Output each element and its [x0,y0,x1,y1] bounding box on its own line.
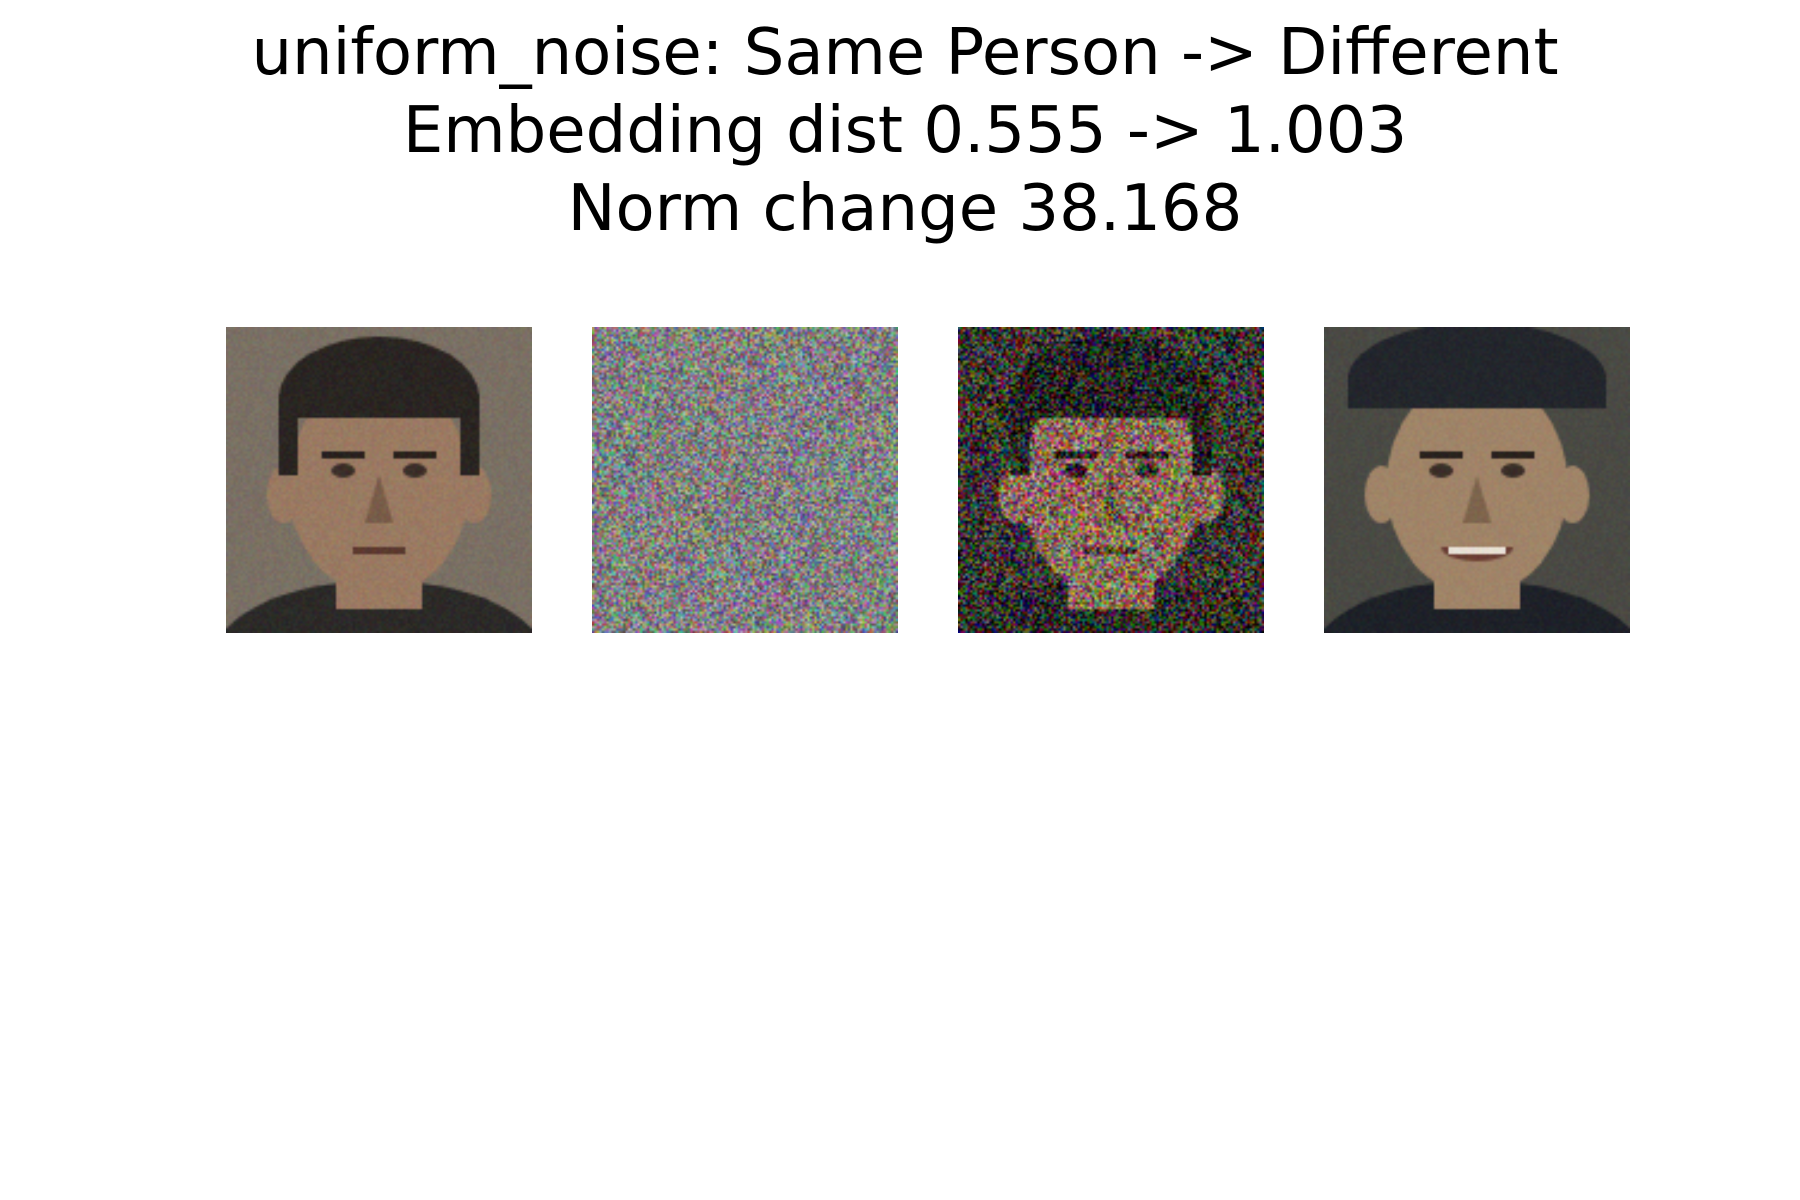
reference-face-canvas [1324,327,1630,633]
uniform-noise-image [592,327,898,633]
uniform-noise-canvas [592,327,898,633]
title-line-norm-change: Norm change 38.168 [567,172,1243,246]
original-face-image [226,327,532,633]
reference-face-image [1324,327,1630,633]
original-face-canvas [226,327,532,633]
perturbed-face-image [958,327,1264,633]
perturbed-face-canvas [958,327,1264,633]
title-line-embedding-distance: Embedding dist 0.555 -> 1.003 [402,94,1408,168]
title-line-method: uniform_noise: Same Person -> Different [251,16,1559,90]
figure-title: uniform_noise: Same Person -> Different … [0,14,1800,248]
